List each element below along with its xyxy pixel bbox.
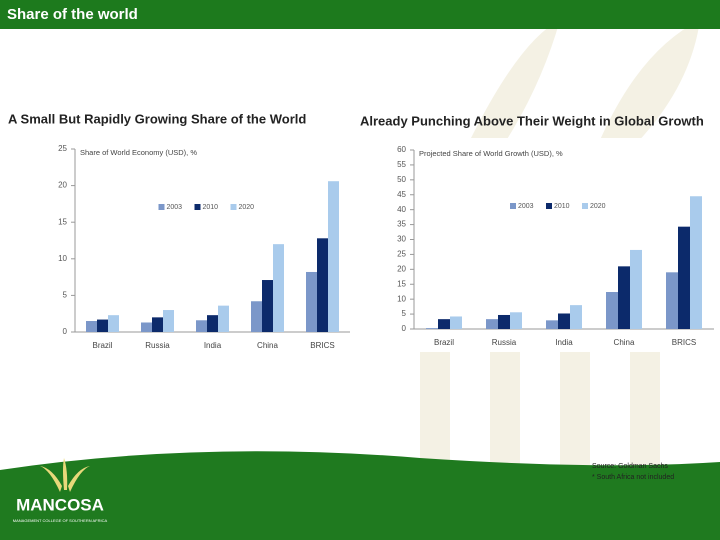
legend-label: 2003 xyxy=(167,204,183,211)
legend-label: 2003 xyxy=(518,203,534,210)
y-tick-label: 5 xyxy=(63,291,68,300)
source-note: Source: Goldman Sachs xyxy=(592,463,668,470)
legend-label: 2020 xyxy=(590,203,606,210)
bar xyxy=(141,322,152,332)
y-tick-label: 15 xyxy=(58,217,67,226)
bar xyxy=(108,315,119,332)
y-tick-label: 10 xyxy=(58,254,67,263)
footer-band xyxy=(0,451,720,540)
x-tick-label: China xyxy=(614,338,635,347)
bar xyxy=(207,315,218,332)
x-tick-label: China xyxy=(257,341,278,350)
bar xyxy=(328,181,339,332)
y-tick-label: 60 xyxy=(397,145,406,154)
bar xyxy=(196,320,207,332)
bar xyxy=(218,305,229,332)
y-axis-label: Share of World Economy (USD), % xyxy=(80,148,197,157)
y-tick-label: 35 xyxy=(397,220,406,229)
bar xyxy=(630,249,642,329)
bar xyxy=(273,244,284,332)
legend-swatch xyxy=(158,204,165,210)
logo-name: MANCOSA xyxy=(16,495,104,514)
legend-swatch xyxy=(582,203,588,209)
bar xyxy=(262,280,273,332)
bar xyxy=(438,319,450,329)
legend-label: 2020 xyxy=(239,204,255,211)
x-tick-label: BRICS xyxy=(310,341,334,350)
y-tick-label: 15 xyxy=(397,279,406,288)
legend-swatch xyxy=(510,203,516,209)
x-tick-label: India xyxy=(555,338,573,347)
logo-tagline: MANAGEMENT COLLEGE OF SOUTHERN AFRICA xyxy=(13,518,108,523)
x-tick-label: BRICS xyxy=(672,338,696,347)
legend-label: 2010 xyxy=(554,203,570,210)
legend-swatch xyxy=(230,204,237,210)
footnote: * South Africa not included xyxy=(592,474,674,481)
y-tick-label: 10 xyxy=(397,294,406,303)
bar xyxy=(86,321,97,332)
bar xyxy=(163,310,174,332)
logo-icon xyxy=(40,458,90,492)
bar xyxy=(606,292,618,329)
chart-title: A Small But Rapidly Growing Share of the… xyxy=(8,111,306,126)
y-tick-label: 25 xyxy=(58,144,67,153)
header-bar xyxy=(0,0,720,29)
bar xyxy=(618,266,630,329)
legend-label: 2010 xyxy=(203,204,219,211)
y-tick-label: 20 xyxy=(397,264,406,273)
slide-title: Share of the world xyxy=(7,6,138,23)
y-tick-label: 25 xyxy=(397,250,406,259)
bar xyxy=(558,313,570,329)
bar xyxy=(450,316,462,329)
legend-swatch xyxy=(546,203,552,209)
y-tick-label: 5 xyxy=(402,309,407,318)
bar xyxy=(486,319,498,329)
bar xyxy=(251,301,262,332)
chart-title: Already Punching Above Their Weight in G… xyxy=(360,113,704,128)
bar xyxy=(570,305,582,329)
y-tick-label: 45 xyxy=(397,190,406,199)
y-tick-label: 20 xyxy=(58,181,67,190)
x-tick-label: Brazil xyxy=(92,341,112,350)
y-tick-label: 0 xyxy=(63,327,68,336)
bar xyxy=(678,226,690,329)
x-tick-label: Russia xyxy=(492,338,517,347)
x-tick-label: Brazil xyxy=(434,338,454,347)
bar xyxy=(546,320,558,329)
y-tick-label: 50 xyxy=(397,175,406,184)
y-tick-label: 40 xyxy=(397,205,406,214)
y-axis-label: Projected Share of World Growth (USD), % xyxy=(419,149,563,158)
y-tick-label: 55 xyxy=(397,160,406,169)
y-tick-label: 30 xyxy=(397,235,406,244)
x-tick-label: Russia xyxy=(145,341,170,350)
bar xyxy=(317,238,328,332)
y-tick-label: 0 xyxy=(402,324,407,333)
bar xyxy=(498,314,510,329)
bar xyxy=(306,271,317,332)
legend-swatch xyxy=(194,204,201,210)
bar xyxy=(426,328,438,329)
x-tick-label: India xyxy=(204,341,222,350)
bar xyxy=(690,196,702,329)
bar xyxy=(510,312,522,329)
bar xyxy=(152,317,163,332)
bar xyxy=(97,319,108,332)
bar xyxy=(666,272,678,329)
